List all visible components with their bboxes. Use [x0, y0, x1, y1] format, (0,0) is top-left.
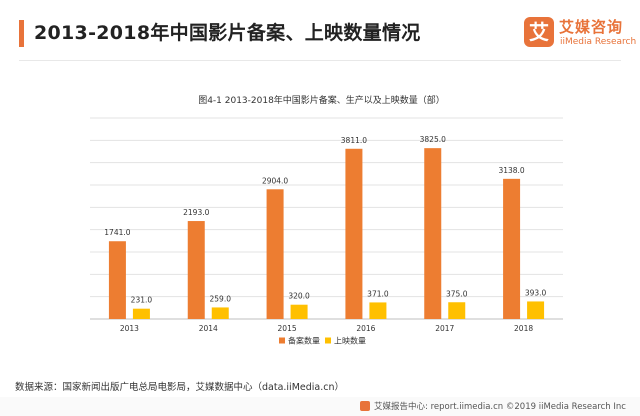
report-center-icon [360, 401, 370, 411]
bar-filing-2016 [345, 148, 363, 319]
data-label-filing-2017: 3825.0 [420, 135, 446, 144]
x-tick-label-2018: 2018 [514, 324, 533, 333]
bar-release-2018 [527, 301, 545, 319]
data-label-filing-2016: 3811.0 [341, 136, 367, 145]
bar-filing-2017 [424, 148, 442, 319]
logo-english-name: iiMedia Research [560, 37, 637, 47]
data-label-release-2018: 393.0 [525, 288, 547, 297]
bar-release-2017 [448, 302, 466, 319]
data-label-filing-2015: 2904.0 [262, 176, 288, 185]
data-label-release-2016: 371.0 [367, 289, 389, 298]
logo-chinese-name: 艾媒咨询 [559, 18, 624, 36]
bar-release-2016 [369, 302, 387, 319]
bar-release-2013 [132, 308, 150, 319]
legend-swatch-1 [325, 337, 331, 344]
footer-bar [0, 397, 640, 416]
data-label-filing-2014: 2193.0 [183, 208, 209, 217]
footer-credit: 艾媒报告中心: report.iimedia.cn ©2019 iiMedia … [374, 402, 626, 412]
bar-filing-2013 [108, 241, 126, 319]
bar-release-2014 [211, 307, 229, 319]
data-label-filing-2013: 1741.0 [104, 228, 130, 237]
logo-mark-icon: 艾 [524, 17, 554, 47]
data-label-release-2017: 375.0 [446, 289, 468, 298]
x-tick-label-2014: 2014 [199, 324, 218, 333]
data-label-filing-2018: 3138.0 [498, 166, 524, 175]
data-label-release-2014: 259.0 [210, 294, 232, 303]
data-label-release-2013: 231.0 [131, 296, 153, 305]
data-source-note: 数据来源：国家新闻出版广电总局电影局，艾媒数据中心（data.iiMedia.c… [15, 382, 344, 393]
x-tick-label-2016: 2016 [356, 324, 375, 333]
chart-title: 图4-1 2013-2018年中国影片备案、生产以及上映数量（部） [198, 94, 445, 106]
x-tick-label-2013: 2013 [120, 324, 139, 333]
bar-release-2015 [290, 304, 308, 319]
bar-filing-2018 [503, 178, 521, 319]
bar-filing-2014 [187, 221, 205, 319]
legend-label-0: 备案数量 [288, 336, 320, 346]
brand-logo: 艾 艾媒咨询 iiMedia Research [524, 15, 637, 55]
title-accent-bar [19, 20, 24, 47]
legend-swatch-0 [279, 337, 285, 344]
data-label-release-2015: 320.0 [288, 292, 310, 301]
header-divider [19, 60, 621, 61]
page-title: 2013-2018年中国影片备案、上映数量情况 [34, 22, 421, 44]
legend-label-1: 上映数量 [334, 336, 366, 346]
x-tick-label-2017: 2017 [435, 324, 454, 333]
x-tick-label-2015: 2015 [278, 324, 297, 333]
bar-filing-2015 [266, 189, 284, 319]
